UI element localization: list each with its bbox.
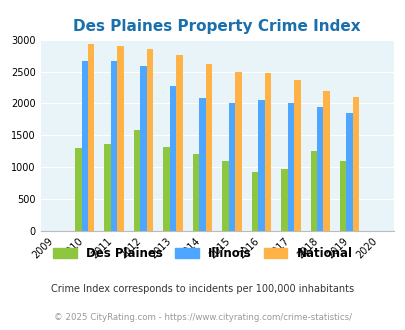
Bar <box>222 161 228 231</box>
Bar <box>310 150 316 231</box>
Bar <box>104 144 111 231</box>
Bar <box>117 46 124 231</box>
Bar <box>176 55 182 231</box>
Bar <box>147 49 153 231</box>
Bar <box>251 172 258 231</box>
Bar <box>293 81 300 231</box>
Bar <box>88 44 94 231</box>
Bar <box>280 169 287 231</box>
Bar <box>134 130 140 231</box>
Bar <box>205 64 212 231</box>
Bar <box>258 100 264 231</box>
Text: © 2025 CityRating.com - https://www.cityrating.com/crime-statistics/: © 2025 CityRating.com - https://www.city… <box>54 313 351 322</box>
Bar <box>163 147 169 231</box>
Bar <box>169 85 176 231</box>
Bar <box>345 113 352 231</box>
Bar <box>287 103 293 231</box>
Bar <box>75 148 81 231</box>
Bar <box>199 98 205 231</box>
Text: Crime Index corresponds to incidents per 100,000 inhabitants: Crime Index corresponds to incidents per… <box>51 284 354 294</box>
Title: Des Plaines Property Crime Index: Des Plaines Property Crime Index <box>73 19 360 34</box>
Legend: Des Plaines, Illinois, National: Des Plaines, Illinois, National <box>50 244 355 264</box>
Bar <box>323 91 329 231</box>
Bar <box>111 61 117 231</box>
Bar <box>352 97 358 231</box>
Bar <box>140 66 147 231</box>
Bar <box>234 72 241 231</box>
Bar <box>316 107 323 231</box>
Bar <box>81 61 88 231</box>
Bar <box>228 103 234 231</box>
Bar <box>339 161 345 231</box>
Bar <box>264 73 271 231</box>
Bar <box>192 154 199 231</box>
